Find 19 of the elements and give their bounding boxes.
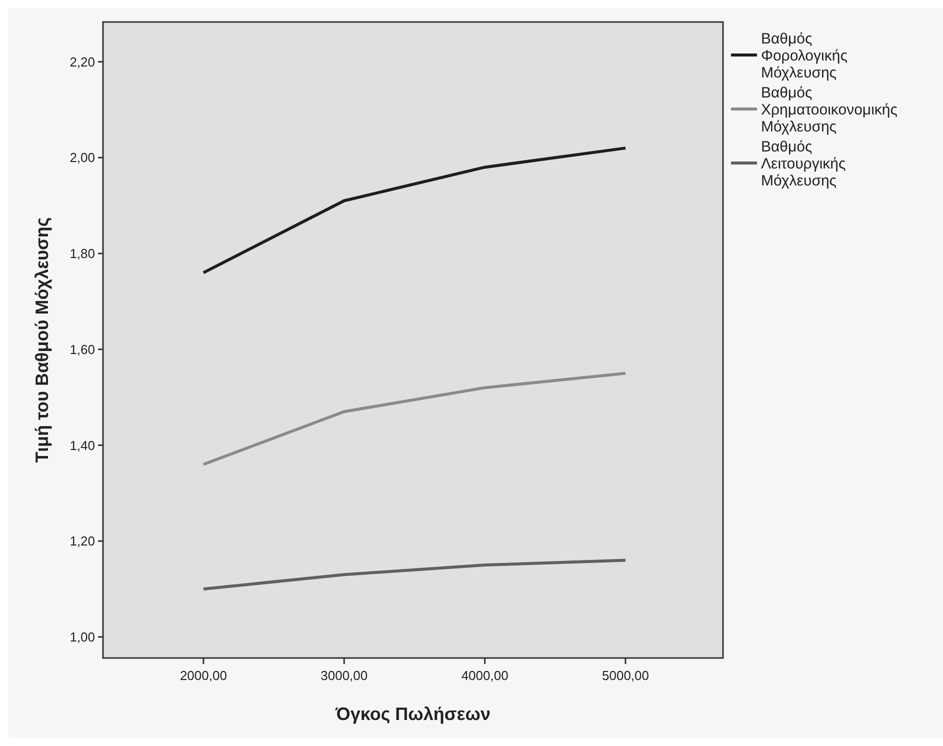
y-tick-label: 1,80 xyxy=(70,246,95,262)
x-tick-label: 2000,00 xyxy=(180,668,227,683)
line-series xyxy=(202,146,628,274)
legend-label: Βαθμός Χρηματοοικονομικής Μόχλευσης xyxy=(761,84,898,136)
line-series xyxy=(202,558,628,590)
y-tick-label: 2,20 xyxy=(70,54,95,70)
x-tick-label: 4000,00 xyxy=(461,668,508,683)
y-tick-label: 1,00 xyxy=(70,629,95,644)
line-series xyxy=(202,372,628,466)
y-tick-label: 2,00 xyxy=(70,150,95,166)
y-axis-title: Τιμή του Βαθμού Μόχλευσης xyxy=(32,217,52,463)
x-tick-label: 5000,00 xyxy=(602,668,650,683)
legend-label: Βαθμός Φορολογικής Μόχλευσης xyxy=(761,30,848,82)
x-tick-label: 3000,00 xyxy=(320,668,368,683)
legend-label: Βαθμός Λειτουργικής Μόχλευσης xyxy=(761,138,846,190)
y-tick-label: 1,20 xyxy=(70,534,95,549)
y-tick-label: 1,60 xyxy=(70,342,95,357)
x-axis-title: Όγκος Πωλήσεων xyxy=(334,704,490,724)
y-tick-label: 1,40 xyxy=(70,438,95,453)
